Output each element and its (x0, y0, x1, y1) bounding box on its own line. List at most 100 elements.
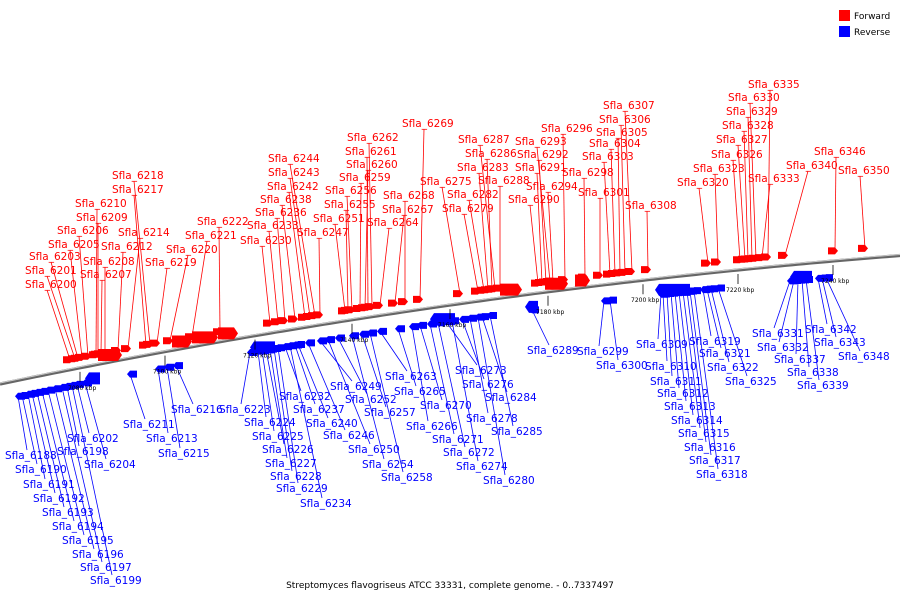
gene-label[interactable]: Sfla_6225 (252, 431, 304, 443)
gene-label[interactable]: Sfla_6236 (255, 207, 307, 219)
gene-label[interactable]: Sfla_6260 (346, 159, 398, 171)
gene-block[interactable] (172, 335, 192, 348)
gene-arrow[interactable] (453, 290, 463, 298)
gene-arrow[interactable] (459, 315, 469, 323)
gene-label[interactable]: Sfla_6343 (814, 337, 866, 349)
gene-block[interactable] (85, 372, 100, 385)
gene-label[interactable]: Sfla_6307 (603, 100, 655, 112)
gene-label[interactable]: Sfla_6335 (748, 79, 800, 91)
gene-block[interactable] (250, 341, 275, 354)
gene-label[interactable]: Sfla_6274 (456, 461, 508, 473)
gene-arrow[interactable] (823, 274, 833, 282)
gene-arrow[interactable] (828, 247, 838, 255)
gene-label[interactable]: Sfla_6251 (313, 213, 365, 225)
gene-label[interactable]: Sfla_6238 (260, 194, 312, 206)
gene-label[interactable]: Sfla_6337 (774, 354, 826, 366)
gene-label[interactable]: Sfla_6292 (517, 149, 569, 161)
gene-label[interactable]: Sfla_6262 (347, 132, 399, 144)
gene-arrow[interactable] (367, 329, 377, 337)
gene-label[interactable]: Sfla_6270 (420, 400, 472, 412)
gene-arrow[interactable] (377, 327, 387, 335)
gene-arrow[interactable] (345, 306, 355, 314)
gene-label[interactable]: Sfla_6285 (491, 426, 543, 438)
gene-label[interactable]: Sfla_6284 (485, 392, 537, 404)
gene-label[interactable]: Sfla_6280 (483, 475, 535, 487)
gene-label[interactable]: Sfla_6301 (578, 187, 630, 199)
gene-label[interactable]: Sfla_6242 (267, 181, 319, 193)
gene-arrow[interactable] (395, 325, 405, 333)
gene-label[interactable]: Sfla_6228 (270, 471, 322, 483)
gene-label[interactable]: Sfla_6261 (345, 146, 397, 158)
gene-label[interactable]: Sfla_6266 (406, 421, 458, 433)
gene-arrow[interactable] (701, 259, 711, 267)
gene-arrow[interactable] (398, 298, 408, 306)
gene-label[interactable]: Sfla_6218 (112, 170, 164, 182)
gene-label[interactable]: Sfla_6207 (80, 269, 132, 281)
gene-label[interactable]: Sfla_6265 (394, 386, 446, 398)
gene-label[interactable]: Sfla_6322 (707, 362, 759, 374)
gene-arrow[interactable] (388, 299, 398, 307)
gene-label[interactable]: Sfla_6230 (240, 235, 292, 247)
gene-label[interactable]: Sfla_6210 (75, 198, 127, 210)
gene-arrow[interactable] (467, 314, 477, 322)
gene-arrow[interactable] (413, 295, 423, 303)
gene-label[interactable]: Sfla_6197 (80, 562, 132, 574)
gene-label[interactable]: Sfla_6312 (657, 388, 709, 400)
gene-label[interactable]: Sfla_6293 (515, 136, 567, 148)
gene-arrow[interactable] (263, 319, 273, 327)
gene-label[interactable]: Sfla_6291 (515, 162, 567, 174)
gene-label[interactable]: Sfla_6290 (508, 194, 560, 206)
gene-label[interactable]: Sfla_6294 (526, 181, 578, 193)
gene-label[interactable]: Sfla_6250 (348, 444, 400, 456)
gene-label[interactable]: Sfla_6263 (385, 371, 437, 383)
gene-label[interactable]: Sfla_6305 (596, 127, 648, 139)
gene-block[interactable] (525, 300, 538, 313)
gene-arrow[interactable] (711, 258, 721, 266)
gene-label[interactable]: Sfla_6316 (684, 442, 736, 454)
gene-arrow[interactable] (150, 339, 160, 347)
gene-label[interactable]: Sfla_6208 (83, 256, 135, 268)
gene-arrow[interactable] (708, 285, 718, 293)
gene-label[interactable]: Sfla_6276 (462, 379, 514, 391)
gene-label[interactable]: Sfla_6271 (432, 434, 484, 446)
gene-label[interactable]: Sfla_6323 (693, 163, 745, 175)
gene-arrow[interactable] (487, 311, 497, 319)
gene-label[interactable]: Sfla_6201 (25, 265, 77, 277)
gene-label[interactable]: Sfla_6279 (442, 203, 494, 215)
gene-label[interactable]: Sfla_6199 (90, 575, 142, 587)
gene-arrow[interactable] (409, 323, 419, 331)
gene-label[interactable]: Sfla_6286 (465, 148, 517, 160)
gene-label[interactable]: Sfla_6202 (67, 433, 119, 445)
gene-label[interactable]: Sfla_6259 (339, 172, 391, 184)
gene-arrow[interactable] (593, 271, 603, 279)
gene-label[interactable]: Sfla_6204 (84, 459, 136, 471)
gene-label[interactable]: Sfla_6193 (42, 507, 94, 519)
gene-arrow[interactable] (778, 251, 788, 259)
gene-arrow[interactable] (479, 313, 489, 321)
gene-label[interactable]: Sfla_6320 (677, 177, 729, 189)
gene-label[interactable]: Sfla_6272 (443, 447, 495, 459)
gene-label[interactable]: Sfla_6206 (57, 225, 109, 237)
gene-arrow[interactable] (359, 330, 369, 338)
gene-label[interactable]: Sfla_6283 (457, 162, 509, 174)
gene-label[interactable]: Sfla_6200 (25, 279, 77, 291)
gene-arrow[interactable] (761, 253, 771, 261)
gene-label[interactable]: Sfla_6319 (689, 336, 741, 348)
gene-label[interactable]: Sfla_6217 (112, 184, 164, 196)
gene-arrow[interactable] (691, 287, 701, 295)
gene-label[interactable]: Sfla_6237 (293, 404, 345, 416)
gene-label[interactable]: Sfla_6273 (455, 365, 507, 377)
gene-arrow[interactable] (74, 380, 84, 388)
gene-label[interactable]: Sfla_6315 (678, 428, 730, 440)
gene-label[interactable]: Sfla_6310 (645, 361, 697, 373)
gene-label[interactable]: Sfla_6275 (420, 176, 472, 188)
gene-label[interactable]: Sfla_6222 (197, 216, 249, 228)
gene-block[interactable] (192, 331, 218, 344)
gene-label[interactable]: Sfla_6211 (123, 419, 175, 431)
gene-label[interactable]: Sfla_6195 (62, 535, 114, 547)
gene-arrow[interactable] (349, 332, 359, 340)
gene-label[interactable]: Sfla_6330 (728, 92, 780, 104)
gene-label[interactable]: Sfla_6339 (797, 380, 849, 392)
gene-arrow[interactable] (858, 244, 868, 252)
gene-arrow[interactable] (335, 334, 345, 342)
